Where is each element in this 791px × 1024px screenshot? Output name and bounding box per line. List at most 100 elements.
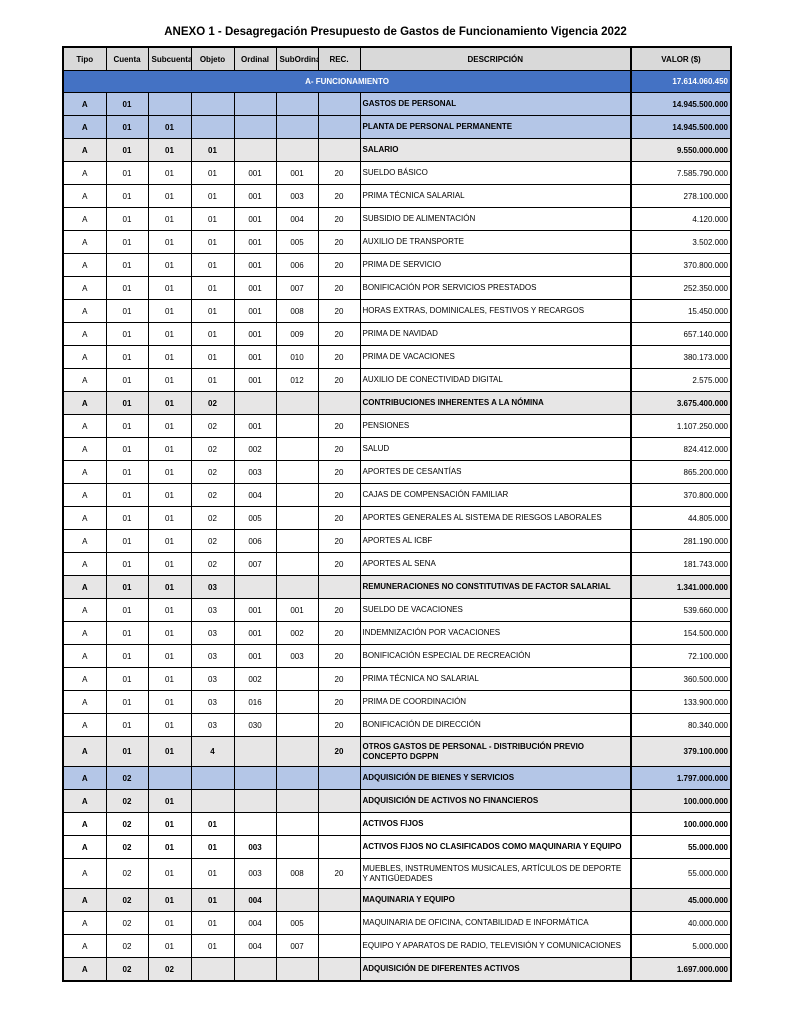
cell-valor: 154.500.000 xyxy=(630,621,732,645)
cell-subcuenta: 01 xyxy=(147,736,192,767)
cell-rec: 20 xyxy=(317,713,361,737)
cell-tipo: A xyxy=(62,437,107,461)
table-row: A 01 01 02 004 20 CAJAS DE COMPENSACIÓN FAMILI… xyxy=(62,483,732,507)
cell-tipo: A xyxy=(62,460,107,484)
cell-rec xyxy=(317,835,361,859)
cell-subordinal xyxy=(275,414,319,438)
cell-cuenta: 02 xyxy=(105,835,149,859)
cell-objeto xyxy=(190,789,235,813)
column-header-objeto: Objeto xyxy=(190,46,235,71)
cell-rec: 20 xyxy=(317,667,361,691)
cell-subcuenta: 01 xyxy=(147,253,192,277)
cell-subcuenta: 01 xyxy=(147,483,192,507)
cell-descripcion: SUBSIDIO DE ALIMENTACIÓN xyxy=(359,207,632,231)
table-row: A 02 02 ADQUISICIÓN DE DIFERENTES ACTIVOS 1.… xyxy=(62,957,732,982)
cell-tipo: A xyxy=(62,345,107,369)
cell-rec xyxy=(317,115,361,139)
cell-rec: 20 xyxy=(317,230,361,254)
cell-objeto: 01 xyxy=(190,138,235,162)
cell-ordinal: 003 xyxy=(233,460,277,484)
cell-descripcion: PRIMA DE COORDINACIÓN xyxy=(359,690,632,714)
cell-cuenta: 01 xyxy=(105,345,149,369)
cell-descripcion: APORTES AL SENA xyxy=(359,552,632,576)
cell-rec: 20 xyxy=(317,598,361,622)
cell-subordinal: 002 xyxy=(275,621,319,645)
cell-cuenta: 01 xyxy=(105,460,149,484)
cell-tipo: A xyxy=(62,690,107,714)
cell-objeto: 02 xyxy=(190,460,235,484)
cell-subordinal xyxy=(275,789,319,813)
cell-ordinal: 004 xyxy=(233,888,277,912)
cell-subordinal: 007 xyxy=(275,934,319,958)
cell-objeto: 03 xyxy=(190,575,235,599)
cell-objeto: 01 xyxy=(190,888,235,912)
cell-tipo: A xyxy=(62,766,107,790)
cell-cuenta: 01 xyxy=(105,621,149,645)
table-row: A 01 01 03 016 20 PRIMA DE COORDINACIÓN 133.900… xyxy=(62,690,732,714)
cell-descripcion: SALUD xyxy=(359,437,632,461)
cell-descripcion: ADQUISICIÓN DE ACTIVOS NO FINANCIEROS xyxy=(359,789,632,813)
cell-subcuenta xyxy=(147,766,192,790)
cell-tipo: A xyxy=(62,414,107,438)
cell-ordinal xyxy=(233,391,277,415)
cell-subcuenta: 02 xyxy=(147,957,192,982)
cell-cuenta: 01 xyxy=(105,184,149,208)
cell-ordinal: 001 xyxy=(233,621,277,645)
cell-subordinal xyxy=(275,835,319,859)
cell-tipo: A xyxy=(62,713,107,737)
column-header-rec: REC. xyxy=(317,46,361,71)
cell-cuenta: 01 xyxy=(105,92,149,116)
cell-rec xyxy=(317,888,361,912)
cell-subcuenta: 01 xyxy=(147,414,192,438)
table-row: A 02 01 01 003 008 20 MUEBLES, INSTRUMENTOS MUS… xyxy=(62,858,732,889)
cell-valor: 133.900.000 xyxy=(630,690,732,714)
cell-descripcion: ACTIVOS FIJOS NO CLASIFICADOS COMO MAQUI… xyxy=(359,835,632,859)
cell-subcuenta: 01 xyxy=(147,690,192,714)
cell-rec: 20 xyxy=(317,345,361,369)
table-row: A 01 01 01 001 006 20 PRIMA DE SERVICIO 370.800.… xyxy=(62,253,732,277)
cell-cuenta: 01 xyxy=(105,483,149,507)
cell-ordinal: 004 xyxy=(233,911,277,935)
cell-rec: 20 xyxy=(317,437,361,461)
table-row: A 01 01 PLANTA DE PERSONAL PERMANENTE 14.945… xyxy=(62,115,732,139)
cell-subcuenta: 01 xyxy=(147,391,192,415)
cell-subcuenta: 01 xyxy=(147,345,192,369)
cell-descripcion: GASTOS DE PERSONAL xyxy=(359,92,632,116)
cell-subordinal: 004 xyxy=(275,207,319,231)
cell-ordinal: 001 xyxy=(233,644,277,668)
cell-cuenta: 01 xyxy=(105,552,149,576)
cell-valor: 1.341.000.000 xyxy=(630,575,732,599)
cell-subcuenta: 01 xyxy=(147,888,192,912)
cell-subordinal xyxy=(275,552,319,576)
cell-cuenta: 01 xyxy=(105,276,149,300)
cell-tipo: A xyxy=(62,835,107,859)
table-row: A 01 01 01 001 005 20 AUXILIO DE TRANSPORTE 3.50… xyxy=(62,230,732,254)
cell-ordinal: 002 xyxy=(233,667,277,691)
table-row: A 02 01 01 003 ACTIVOS FIJOS NO CLASIFICADOS … xyxy=(62,835,732,859)
cell-valor: 379.100.000 xyxy=(630,736,732,767)
cell-valor: 100.000.000 xyxy=(630,812,732,836)
cell-ordinal: 001 xyxy=(233,184,277,208)
cell-ordinal xyxy=(233,766,277,790)
cell-tipo: A xyxy=(62,506,107,530)
cell-valor: 40.000.000 xyxy=(630,911,732,935)
cell-cuenta: 01 xyxy=(105,138,149,162)
cell-valor: 44.805.000 xyxy=(630,506,732,530)
cell-objeto: 03 xyxy=(190,621,235,645)
cell-rec: 20 xyxy=(317,483,361,507)
cell-ordinal: 004 xyxy=(233,483,277,507)
cell-descripcion: MAQUINARIA DE OFICINA, CONTABILIDAD E IN… xyxy=(359,911,632,935)
cell-ordinal: 001 xyxy=(233,207,277,231)
cell-subcuenta: 01 xyxy=(147,460,192,484)
cell-rec: 20 xyxy=(317,460,361,484)
cell-cuenta: 02 xyxy=(105,789,149,813)
cell-ordinal: 001 xyxy=(233,299,277,323)
cell-objeto: 01 xyxy=(190,911,235,935)
table-row: A 01 01 4 20 OTROS GASTOS DE PERSONAL - DISTR… xyxy=(62,736,732,767)
cell-valor: 1.797.000.000 xyxy=(630,766,732,790)
cell-objeto: 03 xyxy=(190,713,235,737)
cell-objeto: 01 xyxy=(190,230,235,254)
cell-cuenta: 01 xyxy=(105,529,149,553)
column-header-descripcion: DESCRIPCIÓN xyxy=(359,46,632,71)
cell-subordinal: 008 xyxy=(275,858,319,889)
